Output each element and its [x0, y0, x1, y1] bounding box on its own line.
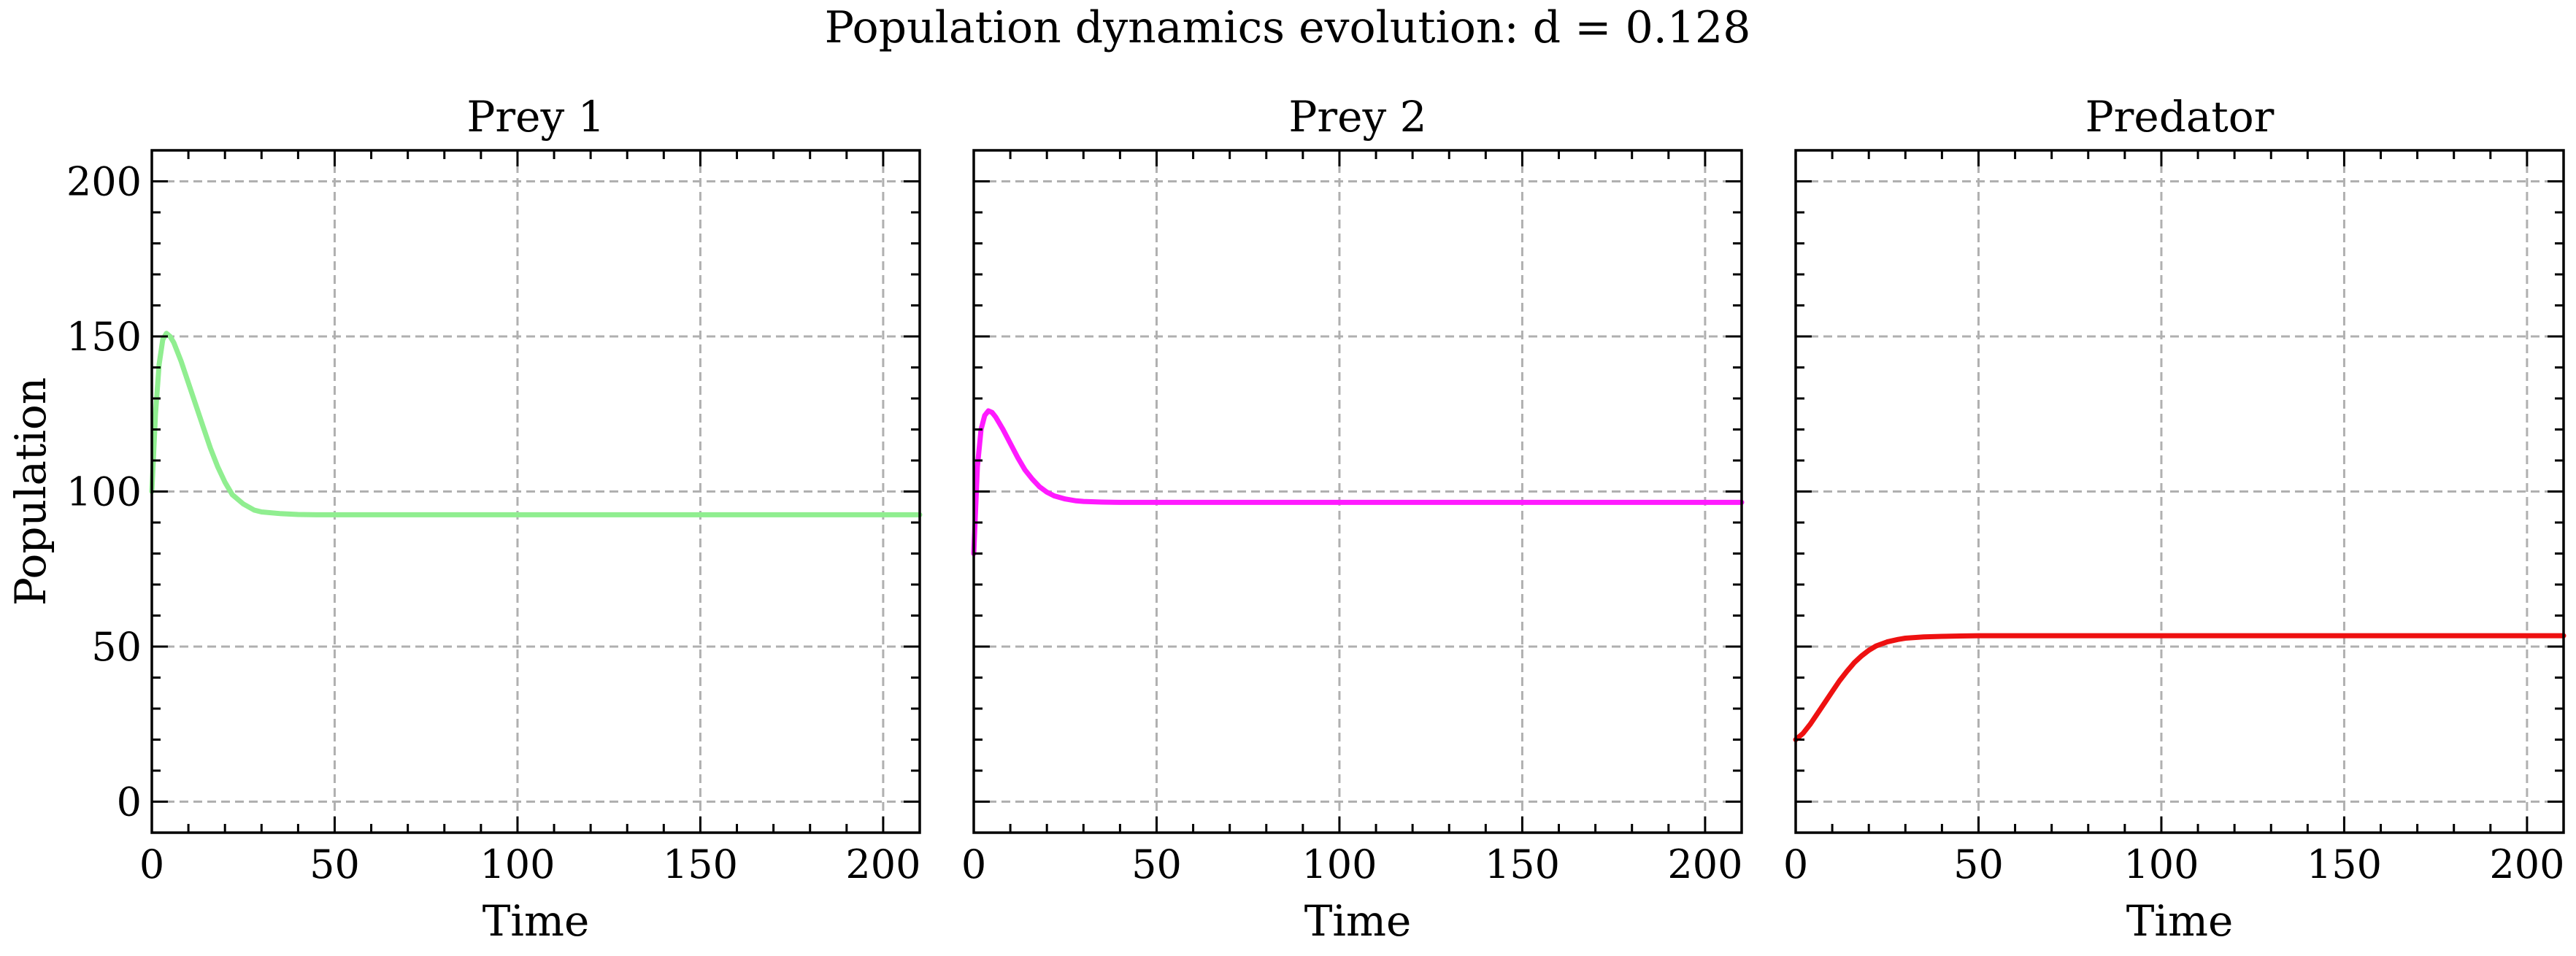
x-tick-label: 50: [1131, 841, 1182, 887]
x-tick-label: 50: [1953, 841, 2004, 887]
x-tick-label: 0: [139, 841, 164, 887]
panel-2: 0 50 100 150 200 Prey 2 Time: [961, 92, 1745, 946]
panel-title: Predator: [2085, 92, 2275, 142]
x-tick-label: 200: [2489, 841, 2564, 887]
y-axis-label: Population: [6, 377, 55, 606]
x-tick-label: 150: [2307, 841, 2382, 887]
y-tick-label: 100: [66, 469, 142, 515]
x-tick-label: 200: [845, 841, 920, 887]
panels: 0 50 100 150 200 0 50 100 150 200 Prey 1 Time Popula…: [6, 92, 2567, 946]
x-tick-label: 150: [1485, 841, 1560, 887]
x-tick-label: 150: [663, 841, 738, 887]
x-tick-label: 0: [1783, 841, 1808, 887]
panel-title: Prey 1: [466, 92, 604, 142]
panel-3: 0 50 100 150 200 Predator Time: [1783, 92, 2567, 946]
series-line: [1793, 633, 2567, 742]
y-tick-label: 0: [117, 779, 142, 825]
figure-suptitle: Population dynamics evolution: d = 0.128: [825, 2, 1751, 53]
y-tick-label: 200: [66, 159, 142, 205]
panel-title: Prey 2: [1288, 92, 1426, 142]
x-tick-label: 100: [1302, 841, 1377, 887]
x-axis-label: Time: [1304, 896, 1412, 946]
x-tick-label: 100: [480, 841, 555, 887]
panel-1: 0 50 100 150 200 0 50 100 150 200 Prey 1 Time Popula…: [6, 92, 923, 946]
y-tick-label: 50: [91, 624, 142, 670]
x-tick-label: 50: [309, 841, 360, 887]
series-line: [971, 408, 1745, 556]
y-tick-label: 150: [66, 314, 142, 360]
x-axis-label: Time: [482, 896, 590, 946]
x-tick-label: 200: [1667, 841, 1742, 887]
x-tick-label: 0: [961, 841, 986, 887]
x-tick-label: 100: [2123, 841, 2199, 887]
series-line: [149, 331, 923, 517]
x-axis-label: Time: [2126, 896, 2234, 946]
